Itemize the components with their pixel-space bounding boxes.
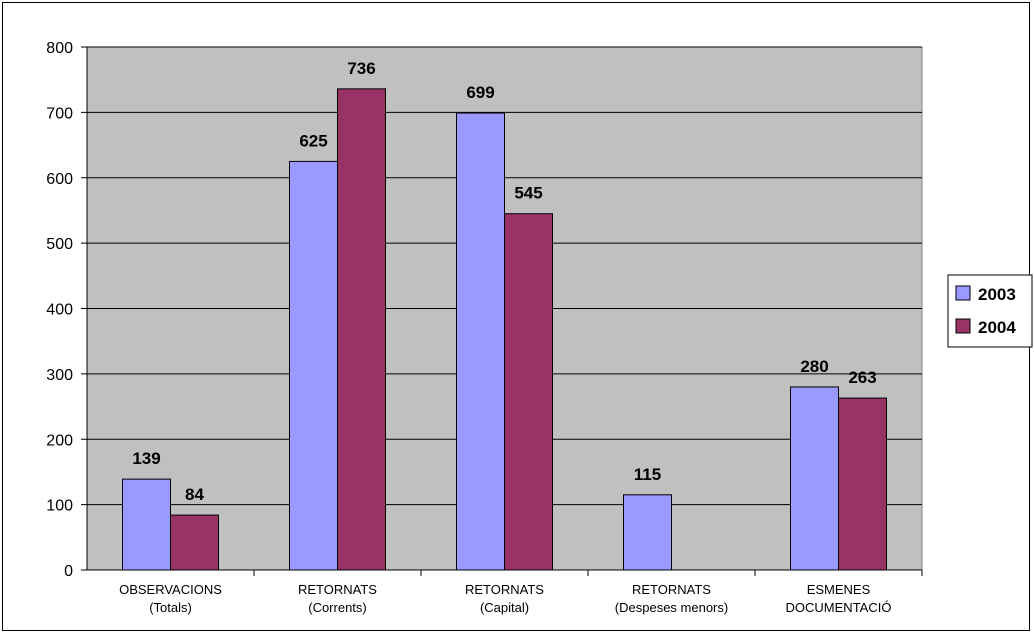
- y-tick-label: 400: [46, 302, 73, 319]
- legend-swatch-2004: [955, 318, 971, 334]
- x-category-label: RETORNATS: [298, 582, 377, 597]
- legend-label: 2003: [978, 285, 1016, 304]
- data-label: 545: [514, 184, 542, 203]
- bar-2003: [456, 112, 505, 571]
- x-category-label: (Despeses menors): [615, 600, 728, 615]
- bar-2003: [289, 160, 338, 571]
- bar-2004: [504, 213, 553, 571]
- bar-2003: [790, 386, 839, 571]
- data-label: 736: [347, 59, 375, 78]
- y-tick-label: 0: [64, 563, 73, 580]
- bar-2004: [170, 514, 219, 571]
- data-label: 139: [132, 449, 160, 468]
- y-tick-label: 600: [46, 171, 73, 188]
- x-category-label: RETORNATS: [465, 582, 544, 597]
- bar-2004: [337, 88, 386, 571]
- x-category-label: (Corrents): [308, 600, 367, 615]
- bar-2003: [623, 494, 672, 571]
- data-label: 263: [848, 368, 876, 387]
- x-category-label: (Totals): [149, 600, 192, 615]
- x-category-label: OBSERVACIONS: [119, 582, 222, 597]
- y-tick-label: 800: [46, 40, 73, 57]
- y-tick-label: 700: [46, 105, 73, 122]
- data-label: 84: [185, 485, 204, 504]
- data-label: 699: [466, 83, 494, 102]
- y-tick-label: 300: [46, 367, 73, 384]
- bar-2004: [838, 397, 887, 571]
- y-tick-label: 200: [46, 432, 73, 449]
- x-category-label: (Capital): [480, 600, 529, 615]
- x-category-label: DOCUMENTACIÓ: [786, 600, 892, 615]
- y-tick-label: 500: [46, 236, 73, 253]
- x-category-label: ESMENES: [807, 582, 871, 597]
- y-tick-label: 100: [46, 498, 73, 515]
- legend-label: 2004: [978, 318, 1016, 337]
- data-label: 625: [299, 131, 327, 150]
- data-label: 280: [800, 357, 828, 376]
- legend-swatch-2003: [955, 285, 971, 301]
- bar-2003: [122, 478, 171, 571]
- x-category-label: RETORNATS: [632, 582, 711, 597]
- data-label: 115: [634, 465, 661, 484]
